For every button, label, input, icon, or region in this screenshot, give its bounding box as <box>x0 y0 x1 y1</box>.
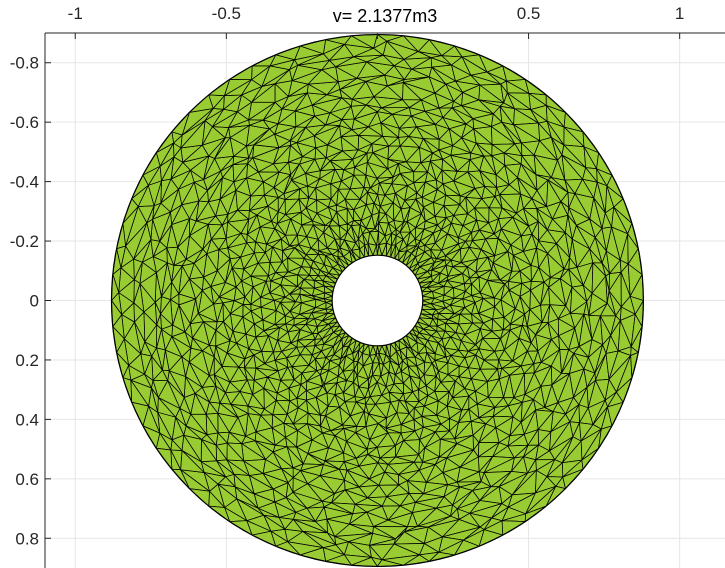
chart-title: v= 2.1377m3 <box>333 6 438 26</box>
y-tick-label-8: 0.8 <box>15 529 39 548</box>
x-tick-label-0: -1 <box>68 4 83 23</box>
annulus-mesh <box>110 33 645 568</box>
y-tick-label-2: -0.4 <box>10 173 39 192</box>
x-tick-label-4: 1 <box>675 4 684 23</box>
y-tick-label-7: 0.6 <box>15 470 39 489</box>
y-axis-ticks: -0.8 -0.6 -0.4 -0.2 0 0.2 0.4 0.6 0.8 <box>10 54 51 548</box>
y-tick-label-4: 0 <box>30 292 39 311</box>
x-tick-label-3: 0.5 <box>517 4 541 23</box>
x-tick-label-1: -0.5 <box>212 4 241 23</box>
annulus-inner-hole <box>331 254 424 347</box>
x-axis-ticks: -1 -0.5 0.5 1 <box>68 4 684 39</box>
y-tick-label-3: -0.2 <box>10 232 39 251</box>
y-tick-label-6: 0.4 <box>15 410 39 429</box>
y-tick-label-5: 0.2 <box>15 351 39 370</box>
y-tick-label-1: -0.6 <box>10 113 39 132</box>
y-tick-label-0: -0.8 <box>10 54 39 73</box>
